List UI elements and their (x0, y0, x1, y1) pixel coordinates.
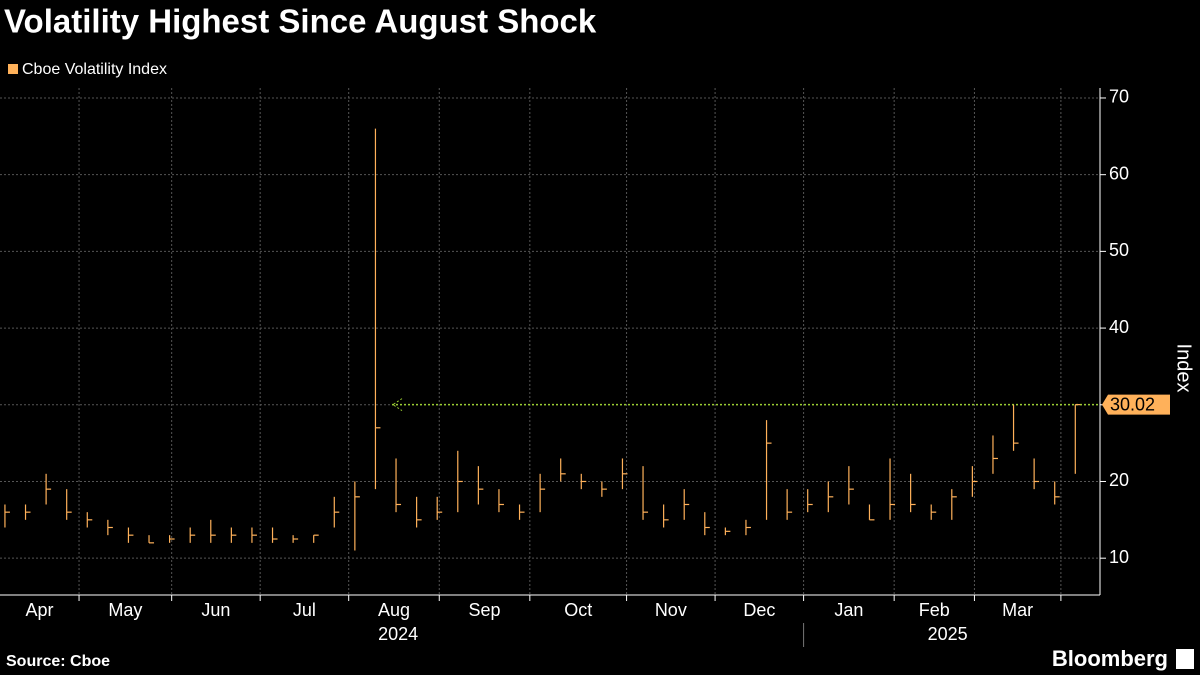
x-tick-label: May (108, 600, 142, 620)
value-badge-label: 30.02 (1110, 394, 1155, 414)
x-tick-label: Jun (201, 600, 230, 620)
x-tick-label: Oct (564, 600, 592, 620)
brand: Bloomberg (1052, 646, 1168, 671)
y-tick-label: 20 (1109, 470, 1129, 490)
y-tick-label: 40 (1109, 317, 1129, 337)
chart-title: Volatility Highest Since August Shock (4, 3, 597, 40)
x-tick-label: Mar (1002, 600, 1033, 620)
y-tick-label: 60 (1109, 163, 1129, 183)
x-tick-label: Sep (469, 600, 501, 620)
legend-label: Cboe Volatility Index (22, 61, 167, 78)
x-tick-label: Apr (26, 600, 54, 620)
year-label: 2024 (378, 624, 418, 644)
y-axis-title: Index (1173, 344, 1195, 393)
y-tick-label: 10 (1109, 547, 1129, 567)
x-tick-label: Jan (834, 600, 863, 620)
value-badge (1102, 394, 1170, 415)
source: Source: Cboe (6, 653, 110, 670)
x-tick-label: Jul (293, 600, 316, 620)
legend-swatch (8, 64, 18, 74)
year-label: 2025 (928, 624, 968, 644)
y-tick-label: 50 (1109, 240, 1129, 260)
y-tick-label: 70 (1109, 87, 1129, 107)
x-tick-label: Feb (919, 600, 950, 620)
brand-icon (1176, 649, 1194, 669)
x-tick-label: Nov (655, 600, 687, 620)
x-tick-label: Dec (743, 600, 775, 620)
x-tick-label: Aug (378, 600, 410, 620)
